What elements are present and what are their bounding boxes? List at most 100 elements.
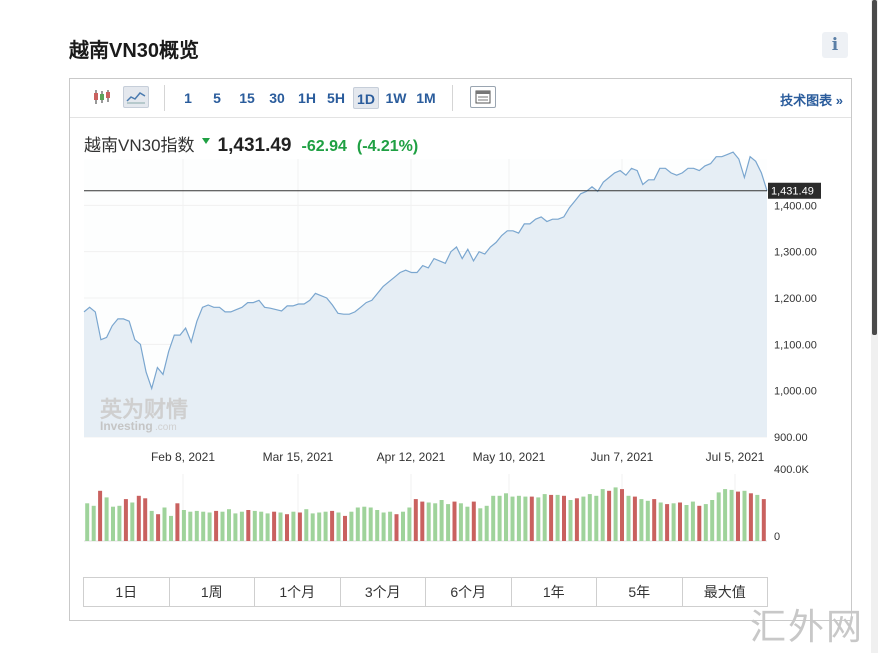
range-1d[interactable]: 1日	[84, 578, 170, 606]
volume-bar	[587, 494, 592, 541]
period-1d[interactable]: 1D	[353, 87, 379, 109]
y-tick-label: 1,300.00	[774, 247, 817, 259]
volume-bar	[703, 504, 708, 541]
volume-bar	[188, 511, 193, 541]
volume-bar	[252, 510, 257, 542]
period-1m[interactable]: 1M	[416, 90, 436, 106]
volume-bar	[407, 507, 412, 541]
price-line	[83, 151, 768, 391]
volume-bar	[111, 506, 115, 541]
volume-bar	[568, 500, 573, 541]
candlestick-icon[interactable]	[90, 86, 114, 108]
area-chart-icon[interactable]	[123, 86, 149, 108]
volume-bar	[536, 497, 541, 541]
volume-bar	[433, 503, 438, 541]
range-1y[interactable]: 1年	[512, 578, 597, 606]
volume-bar	[684, 505, 689, 541]
volume-bar	[239, 511, 244, 541]
volume-bar	[439, 500, 444, 541]
volume-bar	[130, 502, 135, 541]
volume-bar	[91, 505, 96, 541]
volume-bar	[748, 493, 753, 541]
volume-bar	[458, 503, 463, 541]
y-tick-label: 1,200.00	[774, 293, 817, 305]
volume-bar	[529, 496, 534, 541]
volume-bar	[336, 512, 341, 541]
volume-bar	[117, 505, 122, 541]
volume-bar	[632, 496, 637, 541]
volume-bar	[194, 510, 199, 542]
scrollbar-thumb[interactable]	[872, 0, 877, 335]
volume-bar	[233, 513, 238, 541]
period-5[interactable]: 5	[213, 90, 221, 106]
volume-bar	[607, 490, 612, 542]
volume-bar	[143, 498, 148, 541]
volume-bar	[478, 508, 483, 541]
volume-bar	[272, 511, 277, 541]
investing-logo-suffix: .com	[155, 422, 177, 433]
volume-bar	[465, 506, 470, 541]
range-1m[interactable]: 1个月	[255, 578, 341, 606]
x-tick-label: Feb 8, 2021	[151, 450, 215, 464]
volume-bar	[349, 511, 354, 541]
y-tick-label: 900.00	[774, 432, 808, 444]
volume-bar	[259, 511, 264, 541]
volume-bar	[516, 495, 521, 541]
volume-bar	[510, 496, 515, 541]
period-1w[interactable]: 1W	[385, 90, 407, 106]
period-1h[interactable]: 1H	[298, 90, 316, 106]
volume-bar	[497, 495, 502, 541]
volume-axis-label: 400.0K	[774, 464, 810, 476]
range-selector: 1日 1周 1个月 3个月 6个月 1年 5年 最大值	[83, 577, 768, 607]
volume-bar	[639, 499, 644, 541]
volume-bar	[343, 515, 347, 541]
volume-bar	[678, 502, 682, 541]
volume-bar	[613, 487, 618, 541]
volume-bar	[265, 513, 270, 541]
x-tick-label: Apr 12, 2021	[377, 450, 446, 464]
index-name: 越南VN30指数	[84, 136, 195, 155]
site-watermark: 汇外网	[750, 607, 865, 648]
range-3m[interactable]: 3个月	[341, 578, 426, 606]
volume-bar	[169, 515, 173, 541]
volume-bar	[555, 494, 560, 541]
volume-bar	[574, 498, 579, 541]
volume-bar	[201, 511, 206, 541]
volume-bar	[388, 511, 393, 541]
volume-bar	[149, 510, 154, 542]
range-5y[interactable]: 5年	[597, 578, 683, 606]
volume-bar	[156, 514, 161, 541]
period-5h[interactable]: 5H	[327, 90, 345, 106]
volume-bar	[413, 499, 418, 541]
range-6m[interactable]: 6个月	[426, 578, 512, 606]
volume-bar	[471, 501, 476, 541]
volume-bar	[723, 489, 728, 541]
y-tick-label: 1,000.00	[774, 386, 817, 398]
period-15[interactable]: 15	[239, 90, 255, 106]
period-30[interactable]: 30	[269, 90, 285, 106]
volume-bar	[484, 505, 489, 541]
x-tick-label: Jul 5, 2021	[706, 450, 765, 464]
volume-bar	[220, 511, 225, 541]
index-price: 1,431.49	[217, 135, 292, 156]
volume-bar	[658, 502, 663, 541]
toolbar-divider	[452, 85, 453, 111]
chart-toolbar: 1 5 15 30 1H 5H 1D 1W 1M 技术图表 »	[70, 79, 851, 118]
period-1[interactable]: 1	[184, 90, 192, 106]
chart-settings-icon[interactable]	[470, 86, 496, 108]
volume-bar	[626, 495, 631, 541]
range-max[interactable]: 最大值	[703, 584, 746, 600]
info-button[interactable]: i	[822, 32, 848, 58]
technical-chart-link[interactable]: 技术图表 »	[780, 93, 843, 108]
volume-bar	[446, 504, 451, 541]
toolbar-divider	[164, 85, 165, 111]
volume-bar	[323, 511, 328, 541]
volume-bar	[246, 510, 251, 541]
investing-logo-en: Investing	[100, 419, 153, 433]
volume-bar	[278, 512, 283, 541]
volume-bar	[549, 494, 554, 541]
volume-bar	[394, 514, 399, 541]
volume-bar	[600, 489, 605, 541]
range-1w[interactable]: 1周	[170, 578, 255, 606]
